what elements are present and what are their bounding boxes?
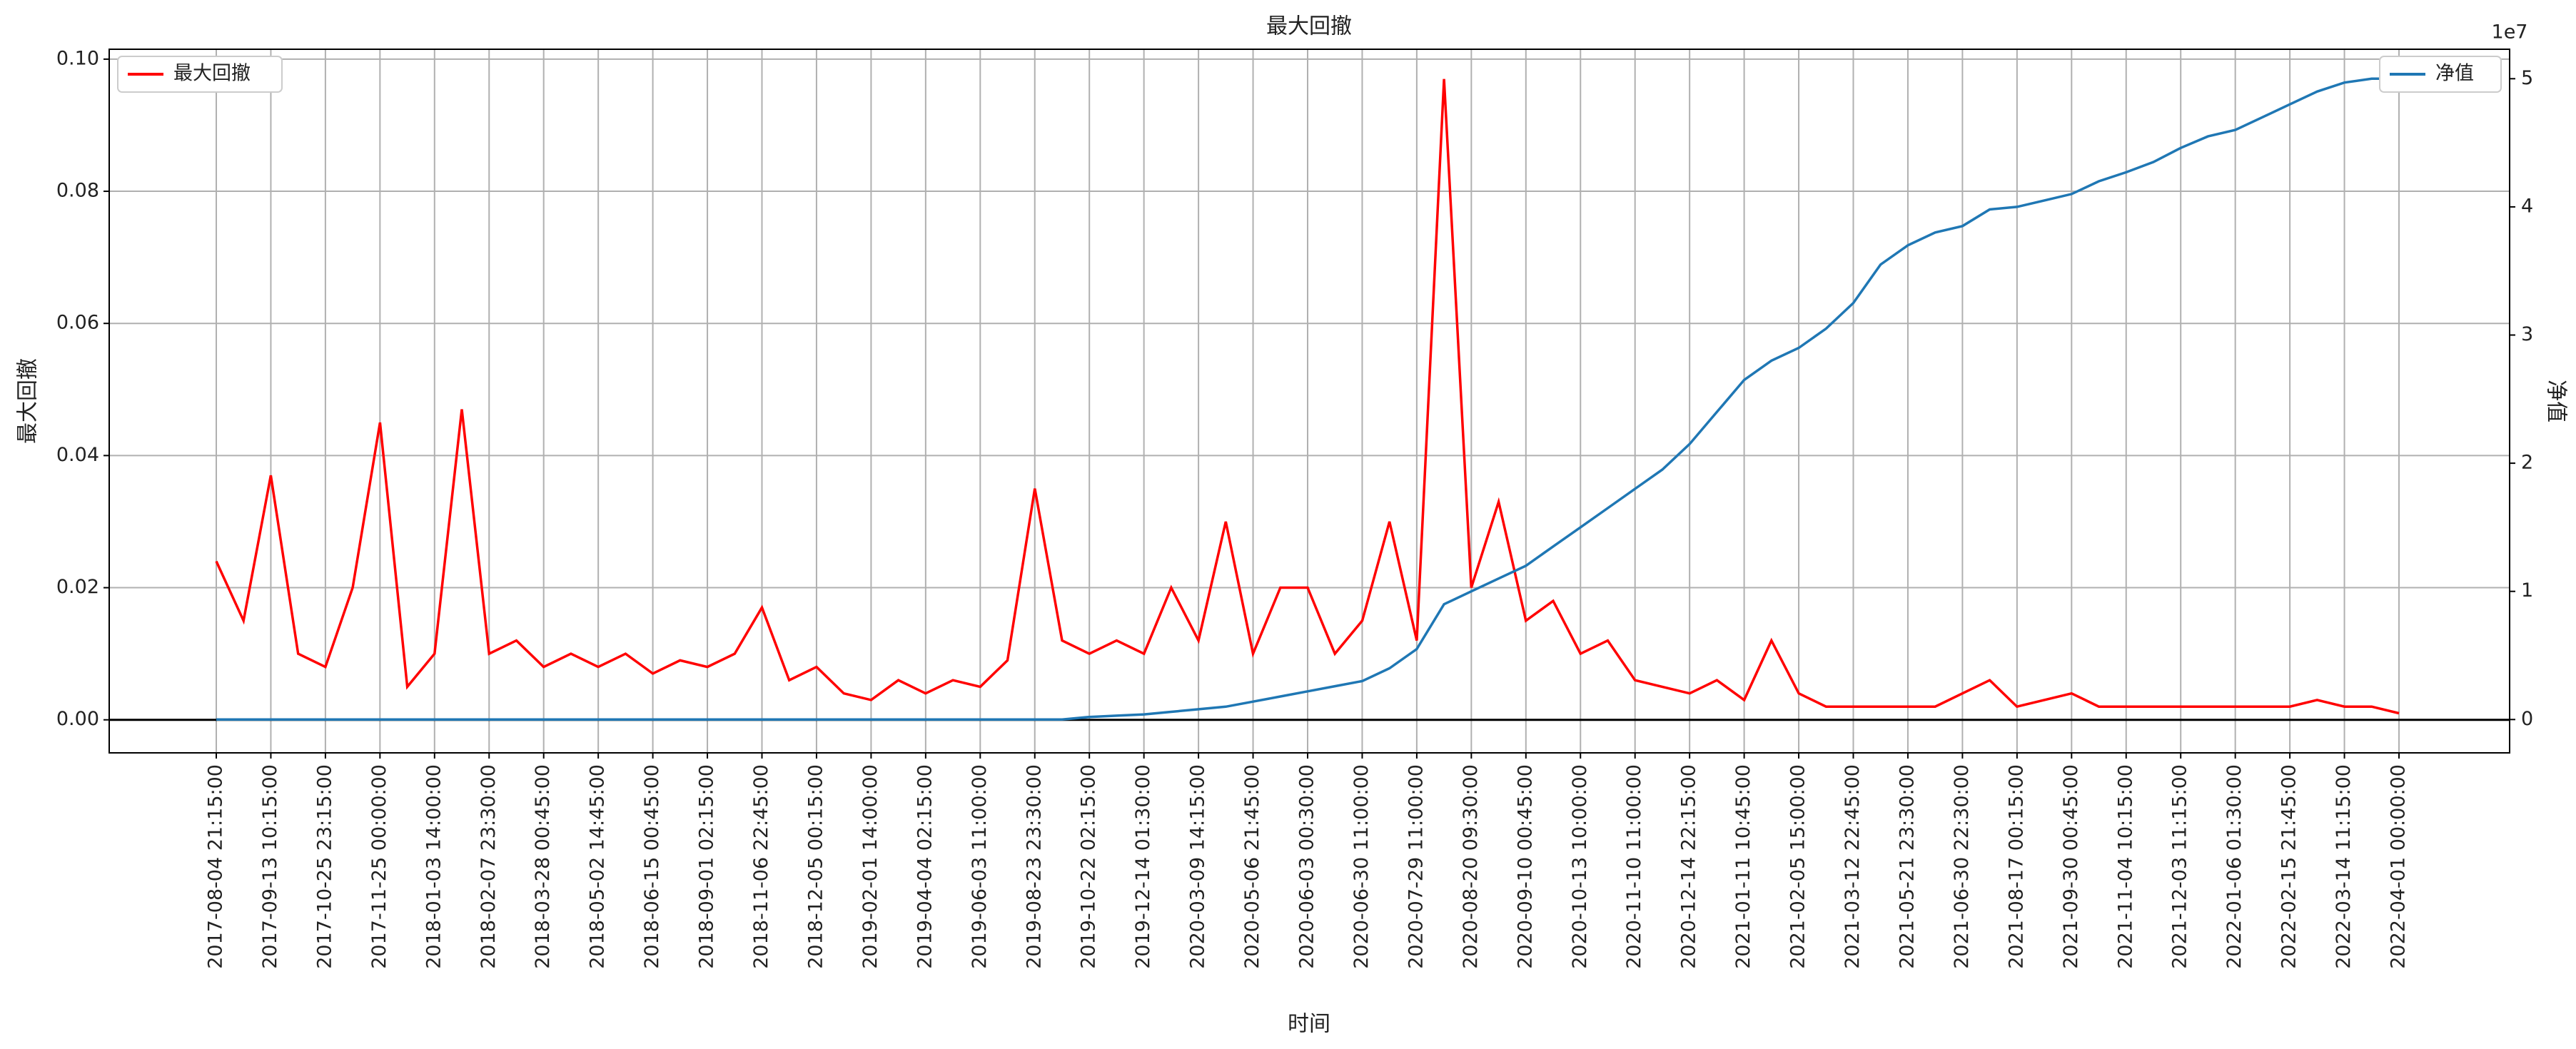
x-tick-label: 2021-08-17 00:15:00	[2005, 764, 2027, 969]
x-tick-label: 2018-01-03 14:00:00	[423, 764, 445, 969]
x-tick-label: 2019-06-03 11:00:00	[969, 764, 991, 969]
x-tick-label: 2020-10-13 10:00:00	[1569, 764, 1591, 969]
x-tick-label: 2020-07-29 11:00:00	[1405, 764, 1427, 969]
x-tick-label: 2019-02-01 14:00:00	[859, 764, 882, 969]
x-tick-label: 2018-06-15 00:45:00	[641, 764, 663, 969]
y2-axis-label: 净值	[2544, 380, 2569, 422]
y-tick-label: 0.00	[56, 708, 99, 730]
x-tick-label: 2020-09-10 00:45:00	[1514, 764, 1536, 969]
x-tick-label: 2018-03-28 00:45:00	[532, 764, 554, 969]
y-tick-label: 0.08	[56, 180, 99, 202]
legend-box	[2379, 56, 2502, 93]
x-tick-label: 2019-08-23 23:30:00	[1023, 764, 1045, 969]
x-tick-label: 2018-09-01 02:15:00	[696, 764, 718, 969]
x-axis-label: 时间	[1288, 1012, 1330, 1037]
legend: 最大回撤	[117, 56, 283, 93]
x-tick-label: 2021-02-05 15:00:00	[1787, 764, 1809, 969]
y-axis-label: 最大回撤	[16, 358, 41, 444]
x-tick-label: 2019-10-22 02:15:00	[1078, 764, 1100, 969]
x-tick-label: 2018-05-02 14:45:00	[587, 764, 609, 969]
y2-tick-label: 2	[2521, 452, 2533, 474]
legend: 净值	[2379, 56, 2502, 93]
legend-label: 净值	[2435, 63, 2474, 85]
x-tick-label: 2022-04-01 00:00:00	[2388, 764, 2410, 969]
plot-frame	[108, 49, 2510, 754]
x-tick-label: 2019-04-04 02:15:00	[914, 764, 936, 969]
y-tick-label: 0.04	[56, 444, 99, 466]
x-tick-label: 2021-06-30 22:30:00	[1951, 764, 1973, 969]
x-tick-label: 2017-08-04 21:15:00	[205, 764, 227, 969]
y2-tick-label: 5	[2521, 67, 2533, 89]
x-tick-label: 2022-03-14 11:15:00	[2333, 764, 2355, 969]
y2-tick-label: 1	[2521, 579, 2533, 602]
x-tick-label: 2020-08-20 09:30:00	[1460, 764, 1482, 969]
x-tick-label: 2021-12-03 11:15:00	[2169, 764, 2191, 969]
legend-label: 最大回撤	[173, 63, 251, 85]
x-tick-label: 2018-12-05 00:15:00	[804, 764, 827, 969]
y2-tick-label: 0	[2521, 708, 2533, 730]
y-tick-label: 0.10	[56, 47, 99, 69]
x-tick-label: 2017-09-13 10:15:00	[259, 764, 281, 969]
legend-box	[117, 56, 283, 93]
x-tick-label: 2021-05-21 23:30:00	[1896, 764, 1918, 969]
x-tick-label: 2018-02-07 23:30:00	[478, 764, 500, 969]
x-tick-label: 2021-09-30 00:45:00	[2060, 764, 2082, 969]
series-line	[216, 77, 2399, 721]
x-tick-label: 2017-11-25 00:00:00	[368, 764, 390, 969]
x-tick-label: 2018-11-06 22:45:00	[750, 764, 772, 969]
y2-tick-label: 3	[2521, 323, 2533, 345]
x-tick-label: 2022-02-15 21:45:00	[2278, 764, 2300, 969]
series-line	[215, 78, 2400, 715]
x-tick-label: 2021-01-11 10:45:00	[1732, 764, 1754, 969]
y2-tick-label: 4	[2521, 195, 2533, 217]
x-tick-label: 2020-06-30 11:00:00	[1350, 764, 1373, 969]
chart-title: 最大回撤	[1266, 14, 1352, 39]
x-tick-label: 2022-01-06 01:30:00	[2223, 764, 2246, 969]
x-tick-label: 2020-05-06 21:45:00	[1241, 764, 1263, 969]
y-tick-label: 0.06	[56, 312, 99, 334]
x-tick-label: 2020-06-03 00:30:00	[1296, 764, 1318, 969]
y-tick-label: 0.02	[56, 576, 99, 598]
x-tick-label: 2020-03-09 14:15:00	[1187, 764, 1209, 969]
y2-offset-label: 1e7	[2492, 21, 2528, 44]
x-tick-label: 2021-11-04 10:15:00	[2114, 764, 2136, 969]
x-tick-label: 2020-12-14 22:15:00	[1678, 764, 1700, 969]
x-tick-label: 2021-03-12 22:45:00	[1842, 764, 1864, 969]
x-tick-label: 2019-12-14 01:30:00	[1132, 764, 1154, 969]
x-tick-label: 2017-10-25 23:15:00	[313, 764, 335, 969]
x-tick-label: 2020-11-10 11:00:00	[1623, 764, 1645, 969]
